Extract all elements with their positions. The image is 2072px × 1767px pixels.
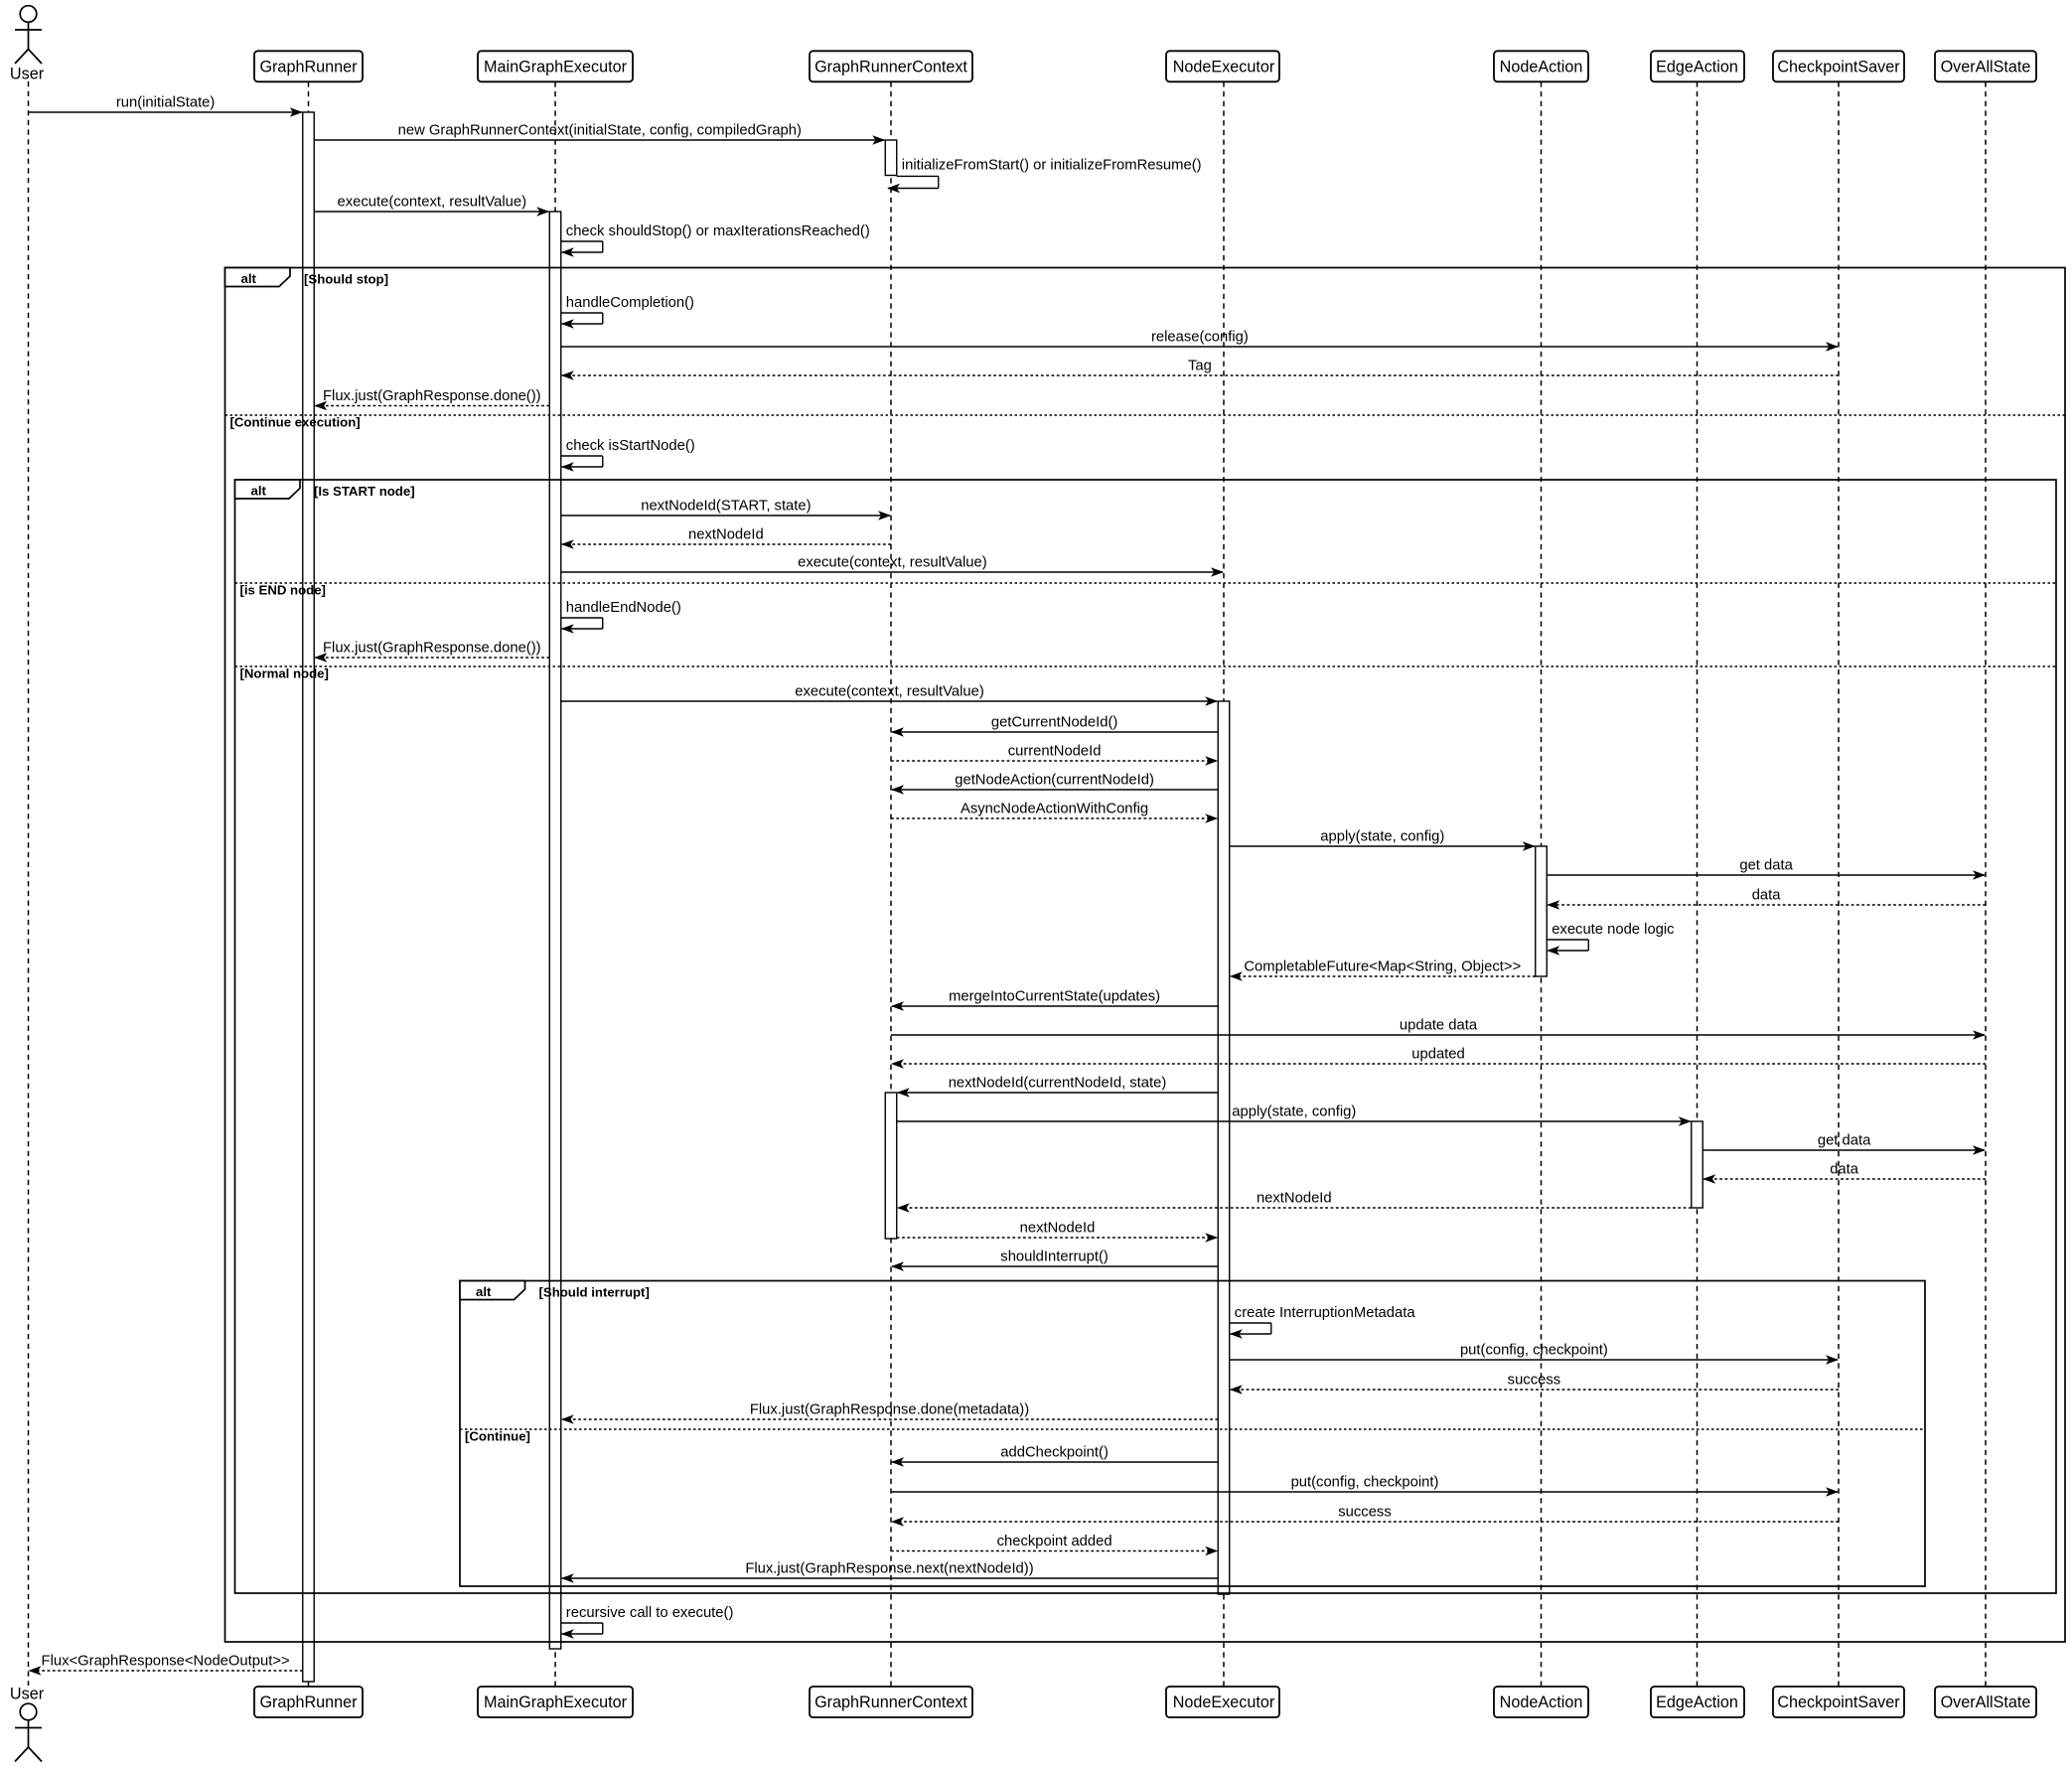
svg-text:initializeFromStart() or initi: initializeFromStart() or initializeFromR… [902, 158, 1202, 174]
svg-text:NodeExecutor: NodeExecutor [1173, 58, 1275, 75]
svg-text:OverAllState: OverAllState [1941, 58, 2031, 75]
svg-text:Flux.just(GraphResponse.next(n: Flux.just(GraphResponse.next(nextNodeId)… [745, 1561, 1033, 1577]
svg-text:GraphRunner: GraphRunner [259, 58, 358, 75]
svg-text:execute node logic: execute node logic [1552, 922, 1675, 938]
svg-text:nextNodeId(currentNodeId, stat: nextNodeId(currentNodeId, state) [949, 1076, 1167, 1092]
svg-text:checkpoint added: checkpoint added [997, 1534, 1112, 1549]
svg-text:Tag: Tag [1188, 359, 1212, 374]
svg-text:[Continue execution]: [Continue execution] [230, 415, 361, 430]
svg-text:nextNodeId: nextNodeId [688, 527, 764, 543]
svg-text:NodeExecutor: NodeExecutor [1173, 1693, 1275, 1711]
svg-text:alt: alt [251, 484, 267, 499]
svg-text:nextNodeId: nextNodeId [1257, 1191, 1332, 1207]
svg-text:[Should interrupt]: [Should interrupt] [539, 1285, 650, 1300]
svg-text:AsyncNodeActionWithConfig: AsyncNodeActionWithConfig [961, 802, 1148, 817]
svg-text:data: data [1752, 888, 1782, 904]
svg-text:GraphRunnerContext: GraphRunnerContext [814, 1693, 967, 1711]
svg-text:Flux.just(GraphResponse.done(m: Flux.just(GraphResponse.done(metadata)) [750, 1402, 1029, 1418]
svg-text:nextNodeId(START, state): nextNodeId(START, state) [641, 499, 811, 515]
svg-text:put(config, checkpoint): put(config, checkpoint) [1291, 1475, 1439, 1491]
svg-text:check isStartNode(): check isStartNode() [566, 438, 695, 454]
svg-text:GraphRunnerContext: GraphRunnerContext [814, 58, 967, 75]
svg-text:execute(context, resultValue): execute(context, resultValue) [338, 195, 527, 211]
svg-text:success: success [1508, 1373, 1560, 1389]
svg-text:apply(state, config): apply(state, config) [1232, 1104, 1356, 1120]
svg-text:updated: updated [1411, 1047, 1465, 1063]
svg-text:CompletableFuture<Map<String,: CompletableFuture<Map<String, Object>> [1244, 959, 1521, 975]
svg-text:release(config): release(config) [1151, 330, 1249, 346]
svg-text:apply(state, config): apply(state, config) [1320, 829, 1444, 845]
svg-text:Flux<GraphResponse<NodeOutput>: Flux<GraphResponse<NodeOutput>> [42, 1654, 290, 1670]
svg-text:update data: update data [1400, 1018, 1478, 1034]
svg-text:User: User [10, 1686, 45, 1703]
svg-text:NodeAction: NodeAction [1500, 58, 1583, 75]
svg-text:CheckpointSaver: CheckpointSaver [1777, 1693, 1900, 1711]
svg-text:recursive call to execute(): recursive call to execute() [566, 1605, 734, 1621]
svg-text:create InterruptionMetadata: create InterruptionMetadata [1235, 1305, 1416, 1321]
svg-text:alt: alt [241, 271, 257, 286]
svg-text:handleCompletion(): handleCompletion() [566, 295, 694, 311]
svg-text:[is END node]: [is END node] [240, 583, 326, 598]
svg-text:Flux.just(GraphResponse.done(): Flux.just(GraphResponse.done()) [323, 388, 541, 404]
svg-text:User: User [10, 66, 45, 83]
svg-text:[Continue]: [Continue] [465, 1429, 530, 1444]
svg-text:[Is START node]: [Is START node] [314, 484, 415, 499]
svg-text:alt: alt [476, 1284, 492, 1299]
svg-text:OverAllState: OverAllState [1941, 1693, 2031, 1711]
svg-text:[Should stop]: [Should stop] [304, 272, 388, 287]
svg-text:nextNodeId: nextNodeId [1020, 1221, 1096, 1237]
svg-text:put(config, checkpoint): put(config, checkpoint) [1460, 1343, 1608, 1359]
svg-text:success: success [1338, 1505, 1391, 1521]
svg-text:MainGraphExecutor: MainGraphExecutor [484, 58, 628, 75]
svg-text:Flux.just(GraphResponse.done(): Flux.just(GraphResponse.done()) [323, 641, 541, 657]
svg-text:execute(context, resultValue): execute(context, resultValue) [795, 684, 984, 700]
svg-text:getCurrentNodeId(): getCurrentNodeId() [991, 715, 1118, 731]
svg-text:mergeIntoCurrentState(updates): mergeIntoCurrentState(updates) [949, 989, 1160, 1005]
svg-text:run(initialState): run(initialState) [116, 95, 216, 111]
svg-text:MainGraphExecutor: MainGraphExecutor [484, 1693, 628, 1711]
svg-text:getNodeAction(currentNodeId): getNodeAction(currentNodeId) [955, 773, 1154, 789]
svg-text:currentNodeId: currentNodeId [1008, 744, 1102, 760]
svg-text:addCheckpoint(): addCheckpoint() [1000, 1445, 1109, 1461]
svg-text:check shouldStop() or maxItera: check shouldStop() or maxIterationsReach… [566, 223, 870, 239]
svg-text:EdgeAction: EdgeAction [1656, 58, 1738, 75]
svg-text:GraphRunner: GraphRunner [259, 1693, 358, 1711]
svg-text:data: data [1830, 1162, 1859, 1178]
svg-text:shouldInterrupt(): shouldInterrupt() [1000, 1250, 1109, 1265]
svg-text:[Normal node]: [Normal node] [240, 666, 329, 681]
svg-text:get data: get data [1818, 1133, 1871, 1149]
svg-text:handleEndNode(): handleEndNode() [566, 600, 681, 616]
svg-text:EdgeAction: EdgeAction [1656, 1693, 1738, 1711]
svg-text:NodeAction: NodeAction [1500, 1693, 1583, 1711]
svg-text:new GraphRunnerContext(initial: new GraphRunnerContext(initialState, con… [398, 123, 802, 139]
svg-text:get data: get data [1739, 858, 1793, 874]
svg-text:execute(context, resultValue): execute(context, resultValue) [798, 555, 987, 571]
svg-text:CheckpointSaver: CheckpointSaver [1777, 58, 1900, 75]
